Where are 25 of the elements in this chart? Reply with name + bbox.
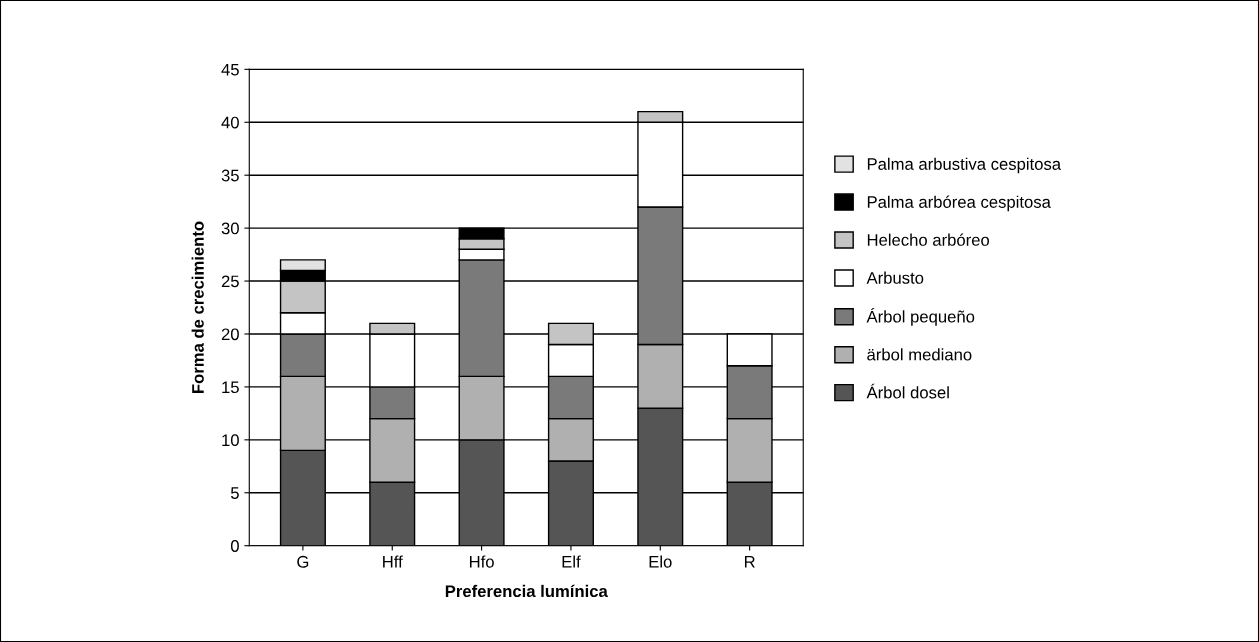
- y-tick-label: 15: [222, 381, 239, 394]
- y-tick-label: 45: [221, 63, 239, 76]
- legend-label: Palma arbustiva cespitosa: [867, 157, 1062, 174]
- y-tick-label: 40: [221, 116, 239, 129]
- y-tick-label: 5: [230, 487, 239, 499]
- y-tick-label: 25: [221, 275, 239, 288]
- x-tick-label: Hff: [383, 555, 403, 568]
- y-tick-label: 0: [230, 540, 239, 552]
- x-tick-label: R: [744, 556, 755, 568]
- x-tick-label: Elf: [562, 555, 581, 568]
- y-axis-title: Forma de crecimiento: [191, 221, 204, 393]
- x-tick-label: G: [297, 555, 309, 568]
- y-tick-label: 10: [222, 434, 239, 447]
- x-tick-label: Hfo: [469, 555, 494, 568]
- legend-label: ärbol mediano: [867, 348, 972, 361]
- y-tick-label: 30: [221, 222, 239, 235]
- legend-label: Arbusto: [866, 271, 924, 284]
- x-axis-title: Preferencia lumínica: [445, 584, 608, 598]
- y-tick-label: 20: [221, 328, 239, 341]
- legend-label: Helecho arbóreo: [867, 233, 990, 246]
- legend-label: Árbol pequeño: [866, 307, 975, 326]
- x-tick-label: Elo: [649, 555, 672, 568]
- y-tick-label: 35: [221, 169, 239, 182]
- legend-label: Palma arbórea cespitosa: [867, 195, 1051, 212]
- legend-label: Árbol dosel: [866, 383, 949, 399]
